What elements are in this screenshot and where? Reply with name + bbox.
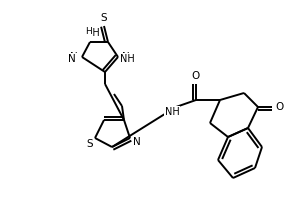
Text: NH: NH [165, 107, 179, 117]
Text: N: N [70, 52, 78, 62]
Text: S: S [101, 13, 107, 23]
Text: NH: NH [85, 28, 99, 38]
Text: NH: NH [120, 54, 134, 64]
Text: N: N [133, 137, 141, 147]
Text: N: N [122, 52, 130, 62]
Text: S: S [87, 139, 93, 149]
Text: O: O [276, 102, 284, 112]
Text: O: O [192, 71, 200, 81]
Text: H: H [85, 27, 92, 36]
Text: N: N [68, 54, 76, 64]
